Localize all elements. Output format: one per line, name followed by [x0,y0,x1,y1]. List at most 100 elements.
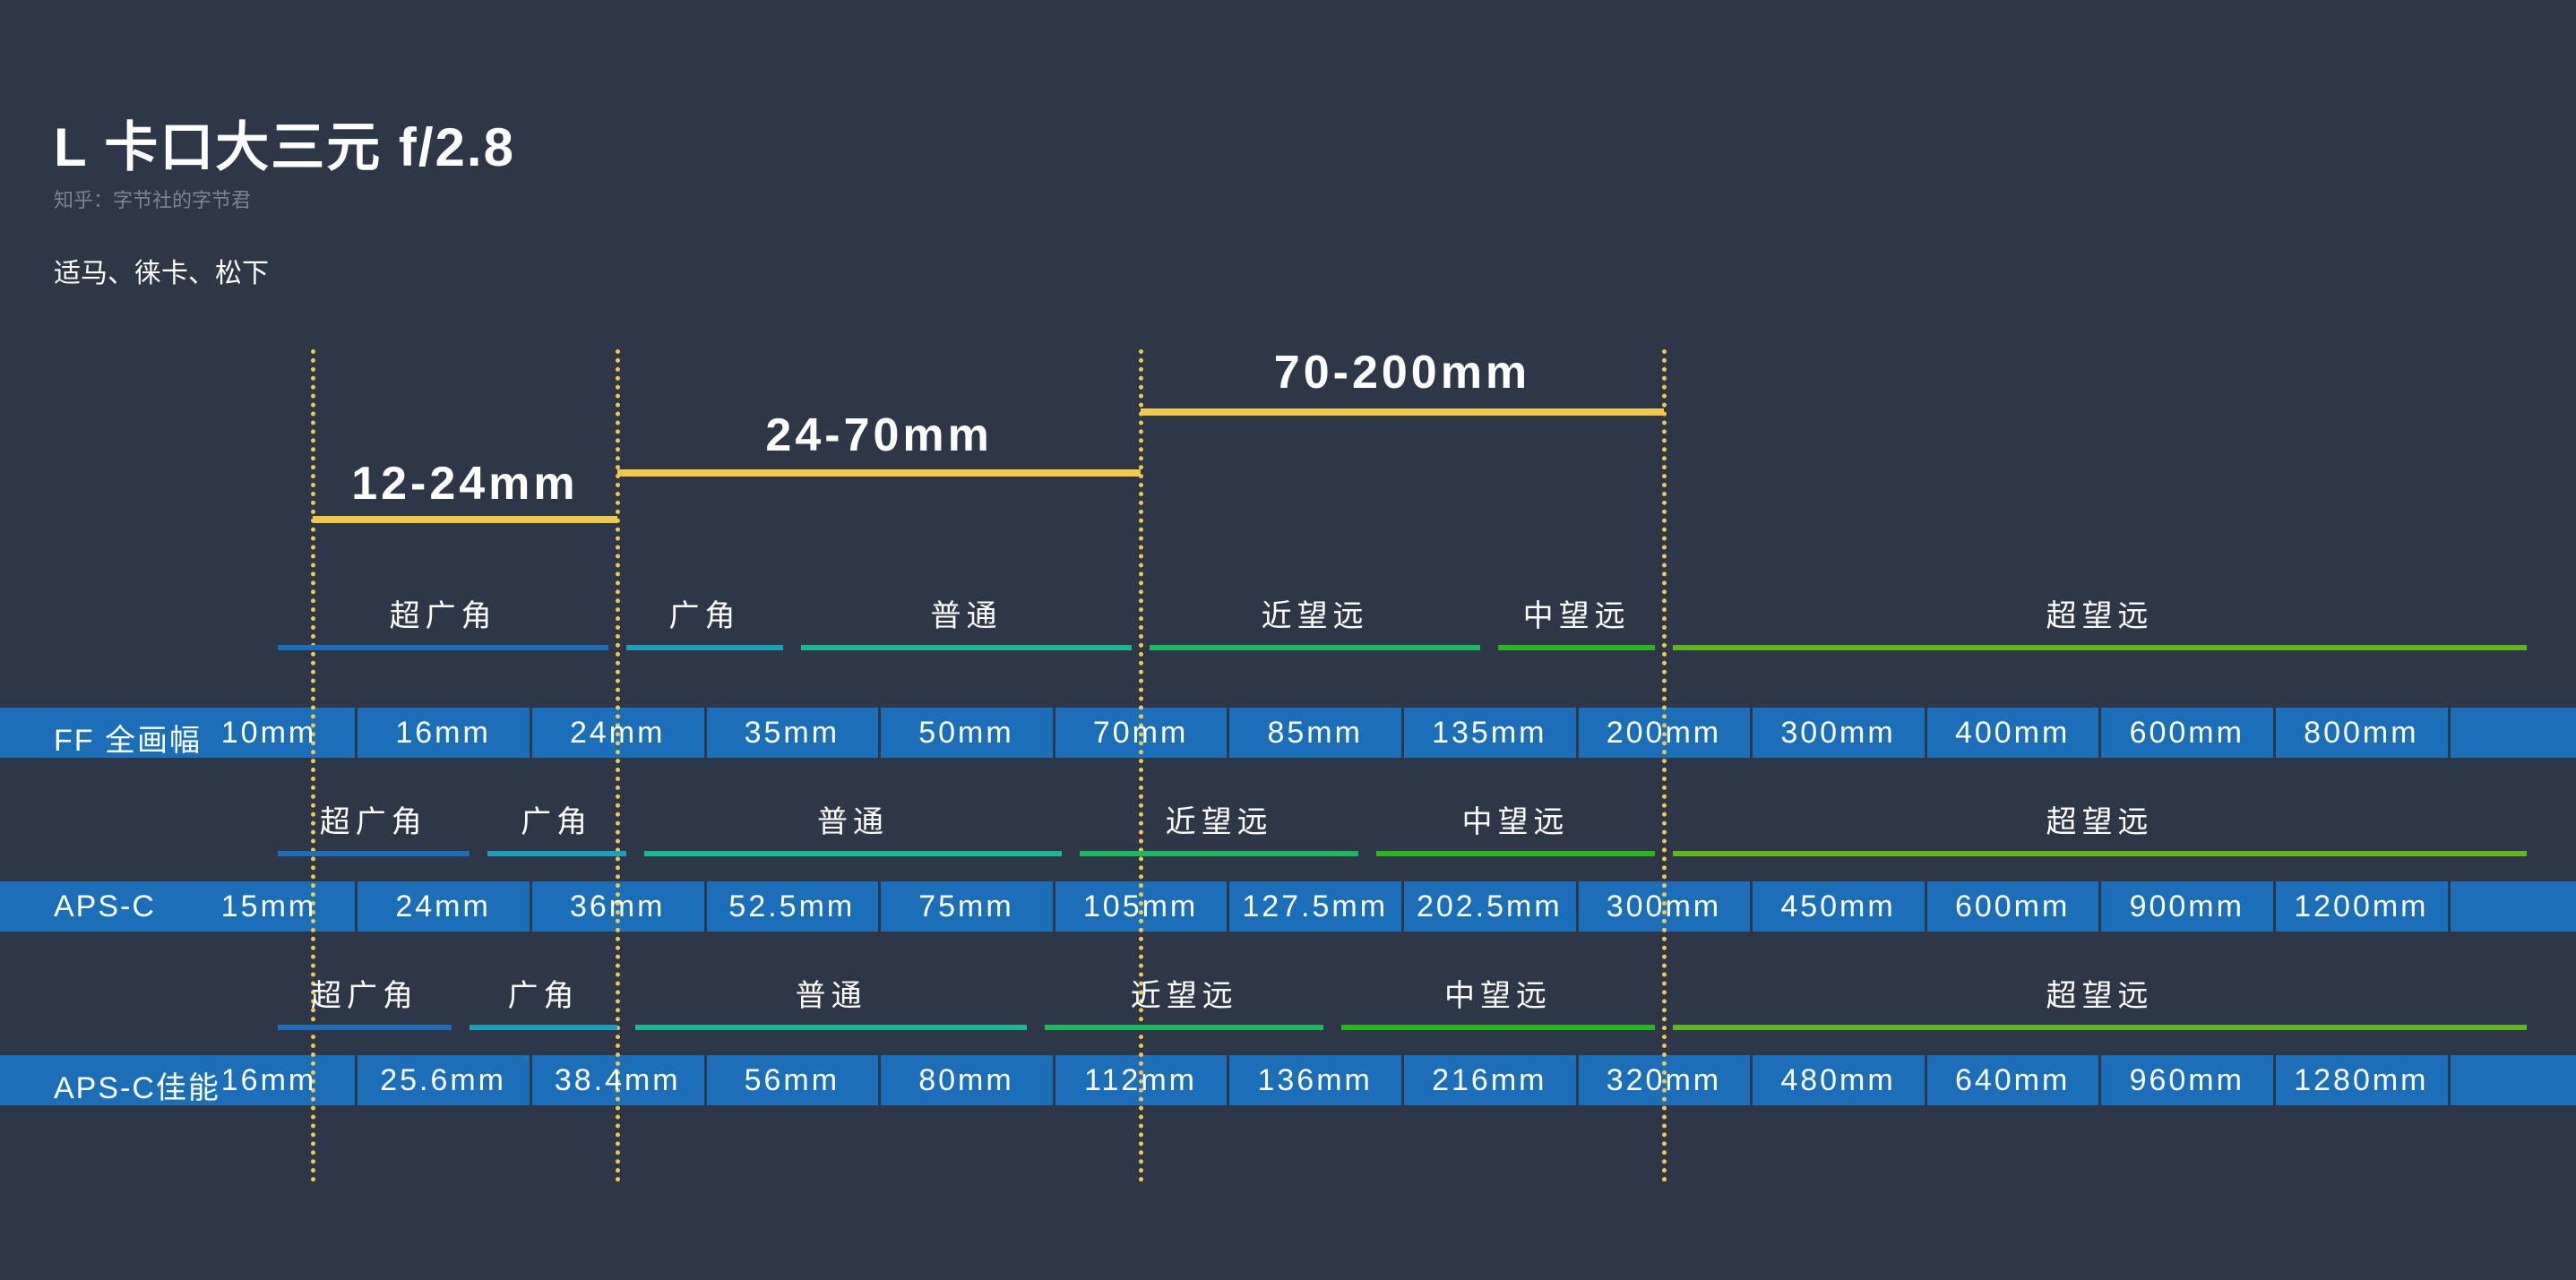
mm-value: 85mm [1228,716,1402,751]
category-label: 近望远 [1141,591,1489,635]
category-label: 中望远 [1332,971,1664,1015]
mm-value: 1280mm [2274,1063,2449,1098]
cell-divider [1925,708,1927,758]
range-label: 24-70mm [617,408,1141,462]
mm-value: 16mm [182,1063,357,1098]
mm-value: 202.5mm [1402,889,1577,924]
category-bar [1673,1025,2527,1030]
category-label: 普通 [626,971,1036,1015]
range-label: 70-200mm [1141,346,1664,399]
mm-value: 24mm [356,889,530,924]
category-label: 普通 [792,591,1141,635]
mm-value: 200mm [1577,716,1752,751]
cell-divider [1401,708,1404,758]
cell-divider [878,708,881,758]
cell-divider [2098,1055,2101,1105]
category-label: 超广角 [269,797,478,841]
cell-divider [2448,708,2451,758]
mm-value: 75mm [879,889,1054,924]
cell-divider [1053,708,1055,758]
category-label: 广角 [617,591,792,635]
category-label: 广角 [478,797,635,841]
category-label: 超望远 [1664,797,2536,841]
cell-divider [1227,881,1229,932]
mm-value: 450mm [1751,889,1926,924]
mm-value: 320mm [1577,1063,1752,1098]
cell-divider [1750,881,1753,932]
mm-value: 38.4mm [530,1063,705,1098]
category-bar [801,645,1132,650]
cell-divider [878,881,881,932]
cell-divider [2273,881,2276,932]
mm-value: 35mm [705,716,880,751]
mm-value: 15mm [182,889,357,924]
category-bar [1498,645,1655,650]
cell-divider [2098,708,2101,758]
mm-value: 36mm [530,889,705,924]
row-label: APS-C [54,889,156,924]
chart-subtitle: 知乎：字节社的字节君 [54,185,251,213]
category-bar [278,645,608,650]
cell-divider [2273,1055,2276,1105]
category-bar [644,851,1063,856]
category-bar [635,1025,1027,1030]
cell-divider [2448,881,2451,932]
mm-value: 480mm [1751,1063,1926,1098]
cell-divider [1576,708,1579,758]
cell-divider [530,881,532,932]
mm-value: 70mm [1054,716,1228,751]
mm-value: 135mm [1402,716,1577,751]
mm-value: 300mm [1577,889,1752,924]
category-label: 近望远 [1036,971,1332,1015]
range-bar [617,469,1141,477]
range-label: 12-24mm [313,457,618,511]
mm-value: 80mm [879,1063,1054,1098]
mm-value: 640mm [1926,1063,2100,1098]
mm-value: 25.6mm [356,1063,530,1098]
cell-divider [704,1055,707,1105]
brands-label: 适马、徕卡、松下 [54,251,269,290]
category-label: 普通 [635,797,1072,841]
category-bar [1341,1025,1655,1030]
category-bar [1376,851,1655,856]
cell-divider [1925,881,1927,932]
cell-divider [2273,708,2276,758]
cell-divider [2098,881,2101,932]
cell-divider [1576,881,1579,932]
category-bar [278,1025,452,1030]
mm-value: 56mm [705,1063,880,1098]
category-bar [1150,645,1480,650]
category-label: 近望远 [1071,797,1367,841]
cell-divider [355,881,358,932]
category-label: 超望远 [1664,591,2536,635]
cell-divider [704,708,707,758]
cell-divider [1750,708,1753,758]
cell-divider [1750,1055,1753,1105]
cell-divider [1576,1055,1579,1105]
cell-divider [1227,708,1229,758]
category-bar [1045,1025,1323,1030]
cell-divider [878,1055,881,1105]
cell-divider [704,881,707,932]
mm-value: 400mm [1926,716,2100,751]
mm-value: 300mm [1751,716,1926,751]
category-label: 超广角 [269,971,461,1015]
mm-value: 800mm [2274,716,2449,751]
category-label: 中望远 [1489,591,1664,635]
mm-value: 1200mm [2274,889,2449,924]
cell-divider [1401,881,1404,932]
mm-value: 136mm [1228,1063,1402,1098]
mm-value: 105mm [1054,889,1228,924]
cell-divider [2448,1055,2451,1105]
mm-value: 24mm [530,716,705,751]
category-label: 广角 [461,971,626,1015]
cell-divider [530,1055,532,1105]
mm-value: 900mm [2099,889,2274,924]
category-bar [487,851,626,856]
category-bar [626,645,783,650]
range-bar [313,516,618,523]
mm-value: 960mm [2099,1063,2274,1098]
cell-divider [1227,1055,1229,1105]
mm-value: 600mm [1926,889,2100,924]
mm-value: 600mm [2099,716,2274,751]
